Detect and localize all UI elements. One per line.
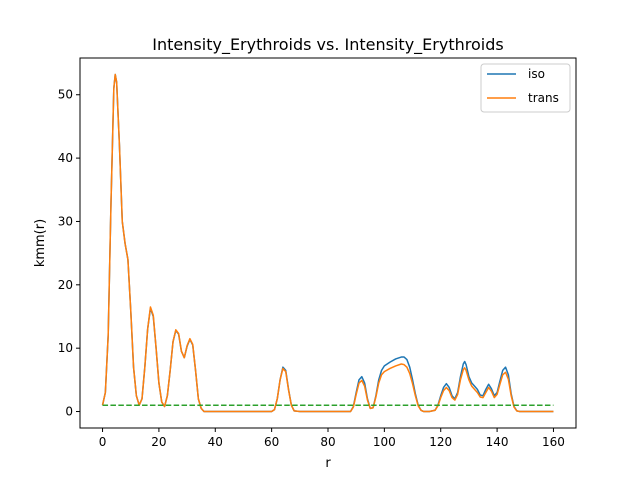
y-axis-ticks: 0 10 20 30 40 50 [58,88,80,419]
y-tick-label: 30 [58,214,73,228]
x-tick-label: 20 [151,435,166,449]
series-line-trans [101,73,554,413]
y-tick-label: 50 [58,88,73,102]
x-tick-label: 120 [429,435,452,449]
x-tick-label: 140 [486,435,509,449]
legend-label-iso: iso [528,67,545,81]
x-tick-label: 0 [99,435,107,449]
plot-area [101,73,554,413]
x-tick-label: 40 [208,435,223,449]
x-axis-label: r [325,456,331,471]
y-tick-label: 40 [58,151,73,165]
legend-label-trans: trans [528,91,559,105]
legend: iso trans [480,63,571,113]
y-axis-label: kmm(r) [33,219,48,267]
x-tick-label: 160 [542,435,565,449]
y-tick-label: 0 [65,405,73,419]
x-tick-label: 100 [373,435,396,449]
x-tick-label: 80 [320,435,335,449]
x-tick-label: 60 [264,435,279,449]
y-tick-label: 20 [58,278,73,292]
legend-box [480,63,571,113]
x-axis-ticks: 0 20 40 60 80 100 120 140 160 [99,428,565,449]
chart-title: Intensity_Erythroids vs. Intensity_Eryth… [152,35,503,55]
y-tick-label: 10 [58,341,73,355]
